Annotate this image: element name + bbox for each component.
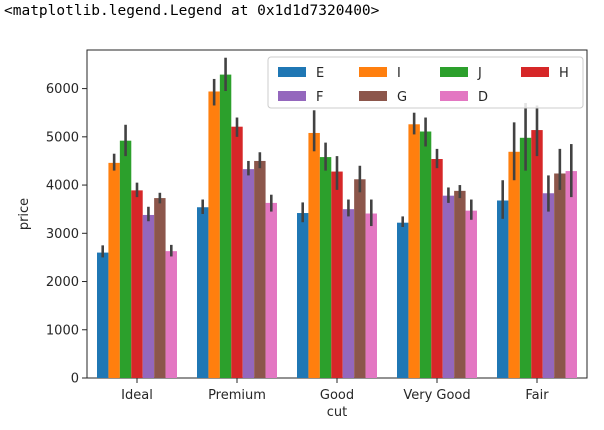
x-tick-label: Good [320,388,354,403]
bar-D-very-good [465,210,477,378]
bar-I-good [308,132,320,378]
legend-swatch-F [278,91,306,101]
y-tick-label: 6000 [46,82,79,97]
y-tick-label: 4000 [46,179,79,194]
bar-H-fair [531,130,543,378]
y-tick-label: 1000 [46,323,79,338]
bar-J-ideal [119,140,132,378]
legend-box [267,56,584,109]
bar-F-good [342,209,355,378]
x-tick-label: Premium [208,388,266,403]
legend-label-I: I [397,66,401,81]
y-tick-label: 2000 [46,275,79,290]
bar-E-very-good [397,222,409,378]
bar-D-premium [265,202,277,378]
legend-swatch-G [359,91,387,101]
bar-H-very-good [431,159,443,378]
bar-E-good [297,213,309,378]
bar-F-ideal [142,214,155,378]
bar-G-premium [254,160,266,378]
axes-group: 0 1000 2000 3000 4000 5000 6000 Ideal Premium Goo… [46,82,549,403]
bars-group [97,74,577,379]
y-tick-label: 0 [71,372,79,387]
legend-swatch-E [278,67,306,77]
legend-swatch-H [521,67,549,77]
error-bars-group [101,57,573,258]
bar-G-fair [554,173,566,378]
legend-label-G: G [397,90,407,105]
bar-G-ideal [154,198,166,378]
y-axis-label: price [17,198,32,230]
legend-label-E: E [316,66,324,81]
bar-F-premium [242,169,255,378]
legend-label-H: H [559,66,569,81]
bar-H-ideal [131,190,143,378]
legend-label-D: D [478,90,488,105]
bar-D-good [365,213,377,378]
bar-G-very-good [454,190,466,378]
bar-I-ideal [108,162,120,378]
bar-H-good [331,171,343,378]
bar-F-fair [542,193,555,378]
y-tick-label: 5000 [46,130,79,145]
legend-swatch-D [440,91,468,101]
bar-E-premium [197,207,209,378]
legend-label-J: J [477,66,482,81]
legend-swatch-J [440,67,468,77]
bar-J-good [319,157,332,378]
x-tick-label: Fair [525,388,549,403]
bar-E-fair [497,200,509,378]
bar-E-ideal [97,252,109,378]
bar-J-very-good [419,131,432,378]
bar-H-premium [231,126,243,378]
bar-G-good [354,179,366,378]
bar-D-fair [565,171,577,378]
bar-J-premium [219,74,232,378]
legend-label-F: F [316,90,323,105]
bar-I-premium [208,91,220,378]
bar-D-ideal [165,251,177,378]
x-tick-label: Ideal [121,388,153,403]
legend-swatch-I [359,67,387,77]
x-axis-label: cut [327,405,347,420]
bar-F-very-good [442,195,455,378]
x-tick-label: Very Good [403,388,470,403]
bar-I-very-good [408,124,420,379]
bar-I-fair [508,151,520,378]
legend: E I J H F G D [267,56,584,109]
bar-J-fair [519,137,532,378]
y-tick-label: 3000 [46,227,79,242]
cell-output-text: <matplotlib.legend.Legend at 0x1d1d73204… [4,3,380,19]
